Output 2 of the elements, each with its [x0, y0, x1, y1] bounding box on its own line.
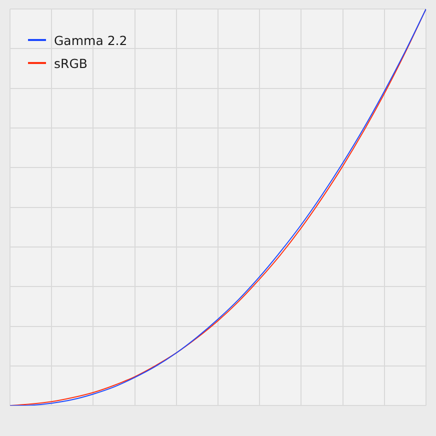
legend-label: sRGB: [54, 56, 88, 70]
legend-label: Gamma 2.2: [54, 32, 128, 48]
